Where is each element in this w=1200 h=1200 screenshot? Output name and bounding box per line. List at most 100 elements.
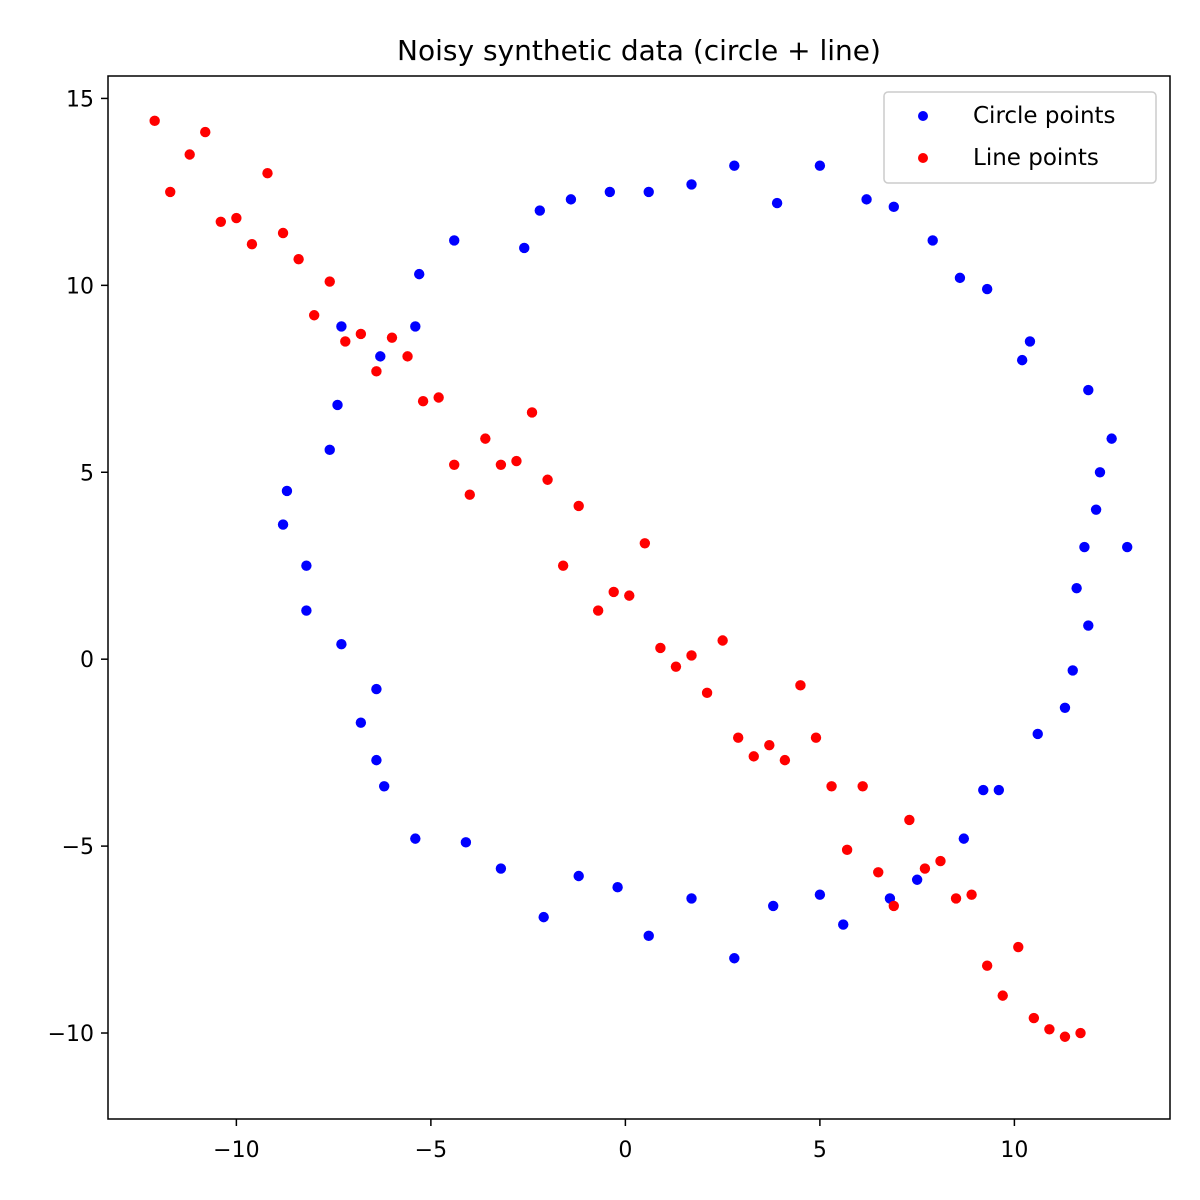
circle-point bbox=[861, 194, 872, 205]
circle-point bbox=[978, 784, 989, 796]
chart-title: Noisy synthetic data (circle + line) bbox=[397, 34, 881, 67]
circle-point bbox=[410, 321, 421, 332]
legend: Circle points Line points bbox=[883, 91, 1157, 184]
line-point bbox=[386, 332, 398, 343]
circle-point bbox=[838, 919, 849, 930]
circle-point bbox=[911, 874, 923, 885]
line-point bbox=[231, 212, 242, 224]
circle-point bbox=[1032, 728, 1043, 740]
line-point bbox=[764, 739, 775, 751]
line-point bbox=[449, 459, 460, 470]
line-point bbox=[888, 900, 900, 912]
data-points bbox=[149, 115, 1133, 1042]
circle-point bbox=[604, 186, 616, 198]
line-point bbox=[873, 867, 884, 878]
y-tick-label: 10 bbox=[66, 274, 94, 299]
line-point bbox=[639, 538, 651, 549]
circle-point bbox=[686, 179, 697, 190]
circle-point bbox=[612, 882, 623, 893]
line-point bbox=[1075, 1027, 1086, 1039]
plot-frame bbox=[107, 75, 1171, 1120]
line-point bbox=[624, 590, 635, 601]
line-point bbox=[149, 115, 160, 127]
line-point bbox=[997, 990, 1008, 1001]
circle-point bbox=[277, 519, 289, 530]
circle-point bbox=[371, 754, 382, 766]
circle-point bbox=[301, 605, 312, 616]
line-point bbox=[293, 253, 304, 265]
line-point bbox=[495, 459, 507, 470]
circle-point bbox=[449, 235, 460, 246]
line-point bbox=[277, 227, 289, 239]
line-point bbox=[608, 586, 619, 598]
y-tick-label: 5 bbox=[80, 461, 94, 486]
line-point bbox=[340, 336, 351, 347]
y-tick-label: 15 bbox=[66, 87, 94, 112]
line-point bbox=[526, 407, 538, 418]
circle-point bbox=[355, 717, 367, 728]
circle-point bbox=[538, 911, 549, 923]
circle-point bbox=[1016, 354, 1028, 366]
line-point bbox=[262, 167, 273, 179]
line-point bbox=[246, 239, 258, 250]
line-point bbox=[670, 661, 682, 672]
circle-point bbox=[1083, 384, 1094, 396]
circle-point bbox=[1083, 620, 1094, 631]
circle-point bbox=[888, 201, 900, 213]
line-point bbox=[981, 960, 993, 971]
x-tick-label: 5 bbox=[813, 1138, 827, 1163]
circle-point bbox=[534, 205, 546, 216]
line-point bbox=[826, 781, 837, 792]
line-point bbox=[542, 474, 553, 485]
circle-point bbox=[414, 268, 425, 280]
line-point bbox=[324, 276, 335, 287]
line-point bbox=[857, 781, 868, 792]
line-point bbox=[1044, 1024, 1055, 1035]
y-tick-label: −5 bbox=[62, 835, 94, 860]
x-tick-label: −10 bbox=[213, 1138, 259, 1163]
line-point bbox=[184, 149, 195, 160]
circle-point bbox=[771, 197, 783, 209]
circle-point bbox=[336, 321, 347, 332]
x-axis: −10 −5 0 5 10 bbox=[213, 1119, 1028, 1163]
circle-point bbox=[686, 893, 697, 904]
circle-point bbox=[643, 186, 654, 198]
circle-point bbox=[1106, 433, 1117, 444]
circle-point bbox=[1079, 541, 1090, 553]
circle-point bbox=[378, 781, 390, 792]
line-point bbox=[686, 650, 697, 661]
x-tick-label: 10 bbox=[1000, 1138, 1028, 1163]
circle-point bbox=[958, 833, 970, 844]
line-point bbox=[1059, 1031, 1071, 1042]
circle-point bbox=[519, 242, 530, 254]
line-point bbox=[810, 732, 822, 743]
line-point bbox=[1013, 941, 1024, 953]
circle-point bbox=[927, 235, 938, 246]
line-point bbox=[464, 489, 475, 500]
line-point bbox=[795, 680, 806, 691]
y-tick-label: −10 bbox=[48, 1022, 94, 1047]
circle-point bbox=[301, 560, 312, 571]
circle-point bbox=[1071, 582, 1082, 594]
circle-point bbox=[565, 194, 577, 205]
circle-point bbox=[336, 639, 347, 650]
line-point bbox=[717, 635, 728, 646]
circle-point bbox=[495, 863, 507, 874]
line-point bbox=[355, 328, 367, 340]
circle-point bbox=[371, 683, 382, 695]
line-point bbox=[1028, 1012, 1040, 1024]
circle-point bbox=[573, 870, 584, 882]
circle-point bbox=[410, 833, 421, 844]
line-point bbox=[417, 396, 429, 407]
line-point bbox=[779, 754, 791, 766]
x-tick-label: 0 bbox=[618, 1138, 632, 1163]
circle-point bbox=[643, 930, 654, 942]
circle-point bbox=[814, 889, 826, 900]
line-point bbox=[215, 216, 227, 227]
circle-point bbox=[375, 351, 386, 362]
line-point bbox=[748, 751, 759, 762]
line-point bbox=[557, 560, 569, 571]
y-axis: −10 −5 0 5 10 15 bbox=[48, 87, 108, 1047]
circle-point bbox=[1067, 665, 1078, 676]
